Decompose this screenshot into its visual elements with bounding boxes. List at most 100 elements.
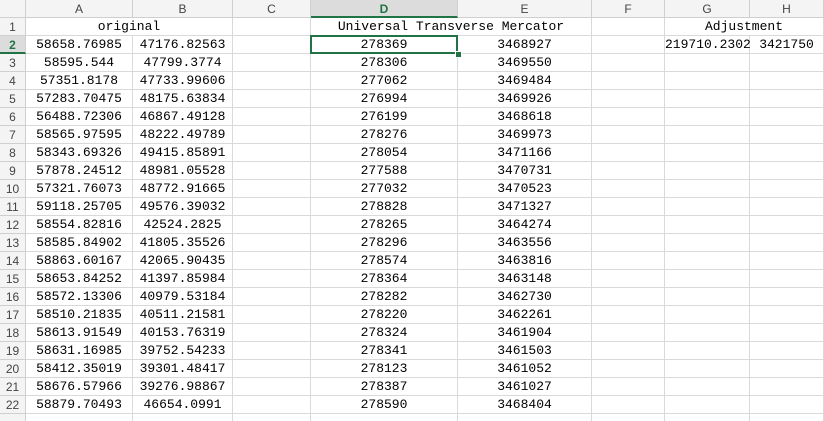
row-header[interactable]: 8 (0, 144, 26, 162)
merged-header[interactable]: original (26, 18, 233, 36)
data-cell[interactable]: 219710.2302 (665, 36, 751, 54)
row-header[interactable]: 6 (0, 108, 26, 126)
cell[interactable] (233, 396, 311, 414)
cell[interactable] (233, 72, 311, 90)
cell[interactable] (750, 234, 824, 252)
data-cell[interactable]: 3461052 (458, 360, 592, 378)
cell[interactable] (233, 360, 311, 378)
data-cell[interactable]: 40979.53184 (133, 288, 233, 306)
data-cell[interactable]: 41805.35526 (133, 234, 233, 252)
data-cell[interactable]: 48981.05528 (133, 162, 233, 180)
data-cell[interactable]: 3461503 (458, 342, 592, 360)
cell[interactable] (750, 306, 824, 324)
cell[interactable] (750, 252, 824, 270)
data-cell[interactable]: 39276.98867 (133, 378, 233, 396)
corner[interactable] (0, 0, 26, 18)
data-cell[interactable]: 58412.35019 (26, 360, 133, 378)
cell[interactable] (592, 108, 665, 126)
column-header[interactable]: B (133, 0, 233, 18)
row-header[interactable]: 13 (0, 234, 26, 252)
data-cell[interactable]: 278590 (311, 396, 458, 414)
data-cell[interactable]: 278282 (311, 288, 458, 306)
data-cell[interactable]: 278324 (311, 324, 458, 342)
cell[interactable] (665, 270, 750, 288)
cell[interactable] (665, 54, 750, 72)
cell[interactable] (233, 90, 311, 108)
merged-header[interactable]: Universal Transverse Mercator (311, 18, 592, 36)
cell[interactable] (665, 198, 750, 216)
column-header[interactable]: D (311, 0, 458, 18)
data-cell[interactable]: 47799.3774 (133, 54, 233, 72)
cell[interactable] (592, 324, 665, 342)
cell[interactable] (750, 414, 824, 421)
row-header[interactable]: 10 (0, 180, 26, 198)
cell[interactable] (592, 216, 665, 234)
cell[interactable] (665, 414, 750, 421)
data-cell[interactable]: 40153.76319 (133, 324, 233, 342)
row-header[interactable]: 21 (0, 378, 26, 396)
data-cell[interactable]: 277588 (311, 162, 458, 180)
data-cell[interactable]: 58653.84252 (26, 270, 133, 288)
row-header[interactable]: 9 (0, 162, 26, 180)
cell[interactable] (665, 144, 750, 162)
data-cell[interactable]: 3421750 (750, 36, 824, 54)
data-cell[interactable]: 278341 (311, 342, 458, 360)
data-cell[interactable]: 3469973 (458, 126, 592, 144)
data-cell[interactable]: 57878.24512 (26, 162, 133, 180)
column-header[interactable]: C (233, 0, 311, 18)
cell[interactable] (592, 54, 665, 72)
cell[interactable] (592, 342, 665, 360)
data-cell[interactable]: 3469550 (458, 54, 592, 72)
cell[interactable] (233, 108, 311, 126)
data-cell[interactable]: 278123 (311, 360, 458, 378)
cell[interactable] (592, 144, 665, 162)
cell[interactable] (665, 90, 750, 108)
data-cell[interactable]: 278265 (311, 216, 458, 234)
cell[interactable] (233, 414, 311, 421)
row-header[interactable]: 19 (0, 342, 26, 360)
data-cell[interactable]: 47176.82563 (133, 36, 233, 54)
cell[interactable] (665, 360, 750, 378)
cell[interactable] (665, 342, 750, 360)
cell[interactable] (750, 216, 824, 234)
data-cell[interactable]: 276199 (311, 108, 458, 126)
row-header[interactable]: 5 (0, 90, 26, 108)
data-cell[interactable]: 278364 (311, 270, 458, 288)
cell[interactable] (665, 252, 750, 270)
data-cell[interactable]: 57321.76073 (26, 180, 133, 198)
data-cell[interactable]: 3464274 (458, 216, 592, 234)
cell[interactable] (750, 378, 824, 396)
cell[interactable] (233, 126, 311, 144)
data-cell[interactable]: 3461027 (458, 378, 592, 396)
data-cell[interactable]: 41397.85984 (133, 270, 233, 288)
cell[interactable] (750, 90, 824, 108)
cell[interactable] (665, 72, 750, 90)
cell[interactable] (750, 54, 824, 72)
data-cell[interactable]: 58565.97595 (26, 126, 133, 144)
data-cell[interactable]: 48175.63834 (133, 90, 233, 108)
data-cell[interactable]: 39752.54233 (133, 342, 233, 360)
cell[interactable] (750, 360, 824, 378)
cell[interactable] (233, 252, 311, 270)
cell[interactable] (233, 234, 311, 252)
data-cell[interactable]: 3461904 (458, 324, 592, 342)
cell[interactable] (665, 396, 750, 414)
cell[interactable] (458, 414, 592, 421)
cell[interactable] (665, 324, 750, 342)
data-cell[interactable]: 46867.49128 (133, 108, 233, 126)
data-cell[interactable]: 58510.21835 (26, 306, 133, 324)
row-header[interactable]: 22 (0, 396, 26, 414)
row-header[interactable]: 17 (0, 306, 26, 324)
data-cell[interactable]: 40511.21581 (133, 306, 233, 324)
cell[interactable] (233, 54, 311, 72)
cell[interactable] (750, 270, 824, 288)
cell[interactable] (665, 162, 750, 180)
cell[interactable] (233, 198, 311, 216)
cell[interactable] (233, 306, 311, 324)
row-header[interactable] (0, 414, 26, 421)
cell[interactable] (592, 126, 665, 144)
cell[interactable] (233, 270, 311, 288)
data-cell[interactable]: 278220 (311, 306, 458, 324)
data-cell[interactable]: 58585.84902 (26, 234, 133, 252)
row-header[interactable]: 4 (0, 72, 26, 90)
